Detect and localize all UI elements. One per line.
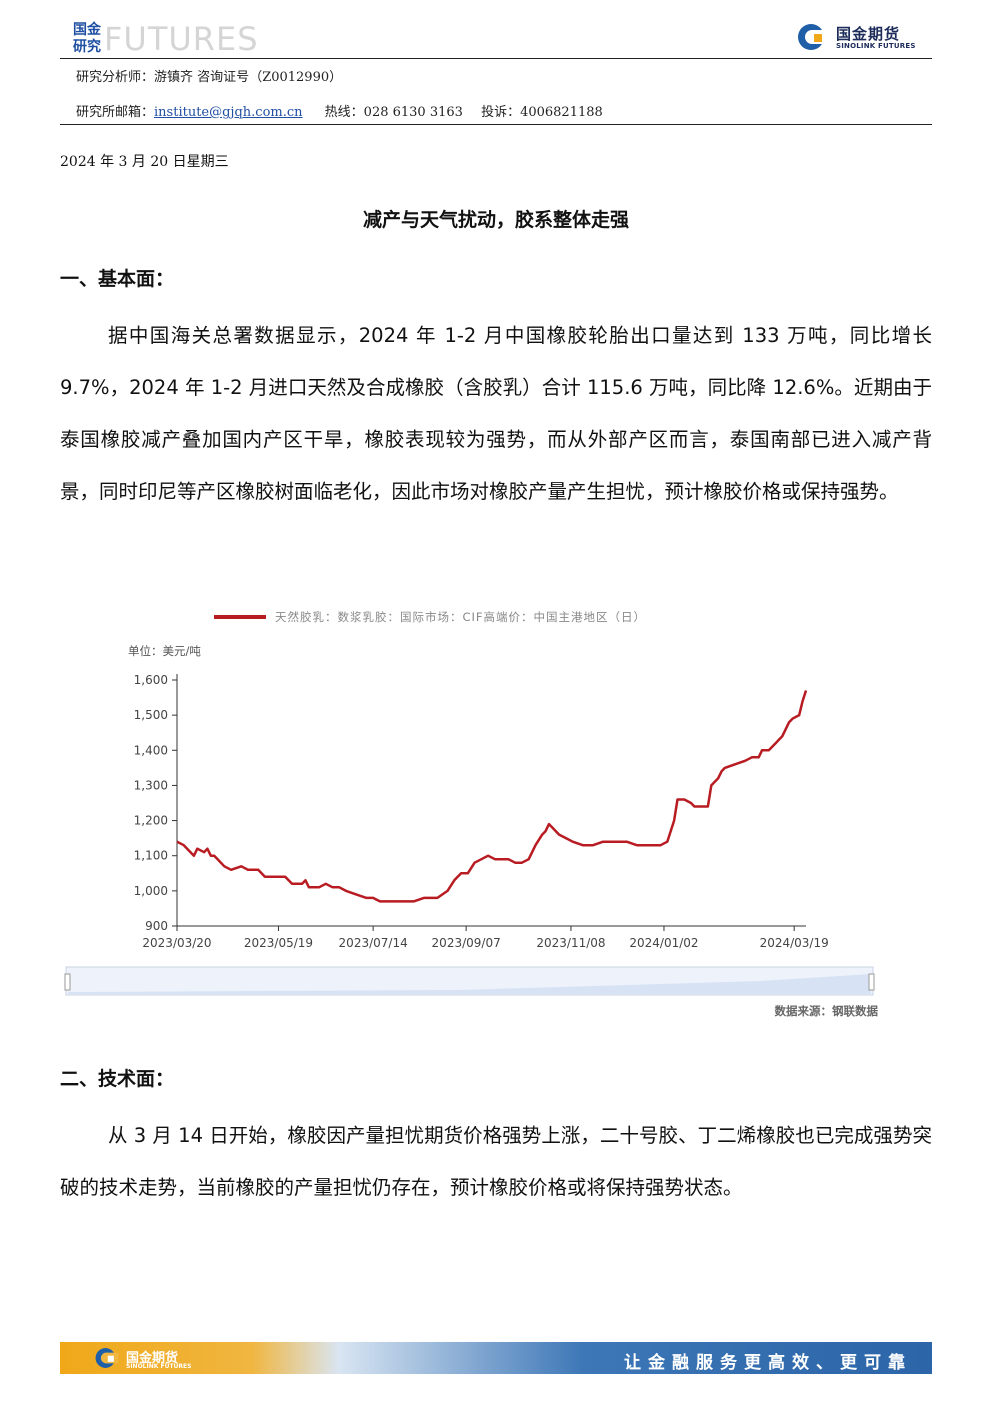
x-tick-label: 2023/07/14 <box>339 936 408 950</box>
chart-svg: 天然胶乳：数浆乳胶：国际市场：CIF高端价：中国主港地区（日） 单位：美元/吨 … <box>64 610 879 1018</box>
y-tick-label: 900 <box>145 919 168 933</box>
rubber-price-chart: 天然胶乳：数浆乳胶：国际市场：CIF高端价：中国主港地区（日） 单位：美元/吨 … <box>60 598 890 1028</box>
section-paragraph-fundamentals: 据中国海关总署数据显示，2024 年 1-2 月中国橡胶轮胎出口量达到 133 … <box>60 324 932 503</box>
data-source: 数据来源：钢联数据 <box>775 1004 879 1018</box>
cert-number: （Z0012990） <box>249 70 343 85</box>
section-heading-technical: 二、技术面： <box>60 1068 175 1090</box>
footer-slogan: 让金融服务更高效、更可靠 <box>624 1353 912 1373</box>
report-title: 减产与天气扰动，胶系整体走强 <box>362 209 629 231</box>
report-date: 2024 年 3 月 20 日星期三 <box>60 154 229 170</box>
header-logo-text: 国金研究 <box>73 22 101 55</box>
header-logo-watermark: FUTURES <box>104 20 259 58</box>
brand-name-cn: 国金期货 <box>836 25 901 43</box>
analyst-label: 研究分析师： <box>76 70 155 85</box>
unit-label: 单位：美元/吨 <box>128 644 201 658</box>
y-tick-label: 1,000 <box>134 884 168 898</box>
y-tick-label: 1,500 <box>134 708 168 722</box>
footer-brand-en: SINOLINK FUTURES <box>126 1363 192 1370</box>
x-tick-label: 2024/03/19 <box>760 936 829 950</box>
email-label: 研究所邮箱： <box>76 105 155 120</box>
header-divider-bottom <box>60 124 932 125</box>
y-tick-label: 1,100 <box>134 849 168 863</box>
y-tick-label: 1,400 <box>134 743 168 757</box>
series-line-rubber-price <box>176 690 808 903</box>
zoom-slider-preview <box>68 974 871 994</box>
brand-name-en: SINOLINK FUTURES <box>836 42 916 50</box>
x-axis: 2023/03/20 2023/05/19 2023/07/14 2023/09/07… <box>142 925 829 950</box>
footer-logo-icon <box>95 1348 119 1368</box>
zoom-slider[interactable] <box>64 966 875 996</box>
y-tick-label: 1,300 <box>134 778 168 792</box>
x-tick-label: 2023/09/07 <box>432 936 501 950</box>
complaint-number: 4006821188 <box>520 105 603 120</box>
section-heading-fundamentals: 一、基本面： <box>60 268 175 290</box>
y-tick-label: 1,200 <box>134 814 168 828</box>
zoom-handle-right[interactable] <box>868 973 875 991</box>
section-paragraph-technical: 从 3 月 14 日开始，橡胶因产量担忧期货价格强势上涨，二十号胶、丁二烯橡胶也… <box>60 1124 932 1199</box>
x-tick-label: 2023/11/08 <box>536 936 605 950</box>
hotline-number: 028 6130 3163 <box>363 105 463 120</box>
footer-brand-cn: 国金期货 <box>126 1351 179 1366</box>
x-tick-label: 2023/05/19 <box>244 936 313 950</box>
sinolink-logo-icon <box>798 24 828 50</box>
x-tick-label: 2024/01/02 <box>629 936 698 950</box>
x-tick-label: 2023/03/20 <box>142 936 211 950</box>
hotline-label: 热线： <box>324 105 364 120</box>
contact-line: 研究所邮箱：institute@gjqh.com.cn 热线：028 6130 … <box>76 101 603 120</box>
header-divider <box>60 58 932 59</box>
analyst-name: 游镇齐 <box>154 70 194 85</box>
zoom-handle-left[interactable] <box>64 973 71 991</box>
brand-logo: 国金期货 SINOLINK FUTURES <box>796 22 936 52</box>
complaint-label: 投诉： <box>481 105 521 120</box>
y-tick-label: 1,600 <box>134 673 168 687</box>
footer-banner: 国金期货 SINOLINK FUTURES 让金融服务更高效、更可靠 <box>60 1342 932 1374</box>
analyst-line: 研究分析师：游镇齐 咨询证号（Z0012990） <box>76 66 342 85</box>
cert-label: 咨询证号 <box>197 70 250 85</box>
email-link[interactable]: institute@gjqh.com.cn <box>154 105 303 120</box>
y-axis: 900 1,000 1,100 1,200 1,300 1,400 1,500 1,600 <box>134 673 178 933</box>
legend-label: 天然胶乳：数浆乳胶：国际市场：CIF高端价：中国主港地区（日） <box>275 610 646 624</box>
